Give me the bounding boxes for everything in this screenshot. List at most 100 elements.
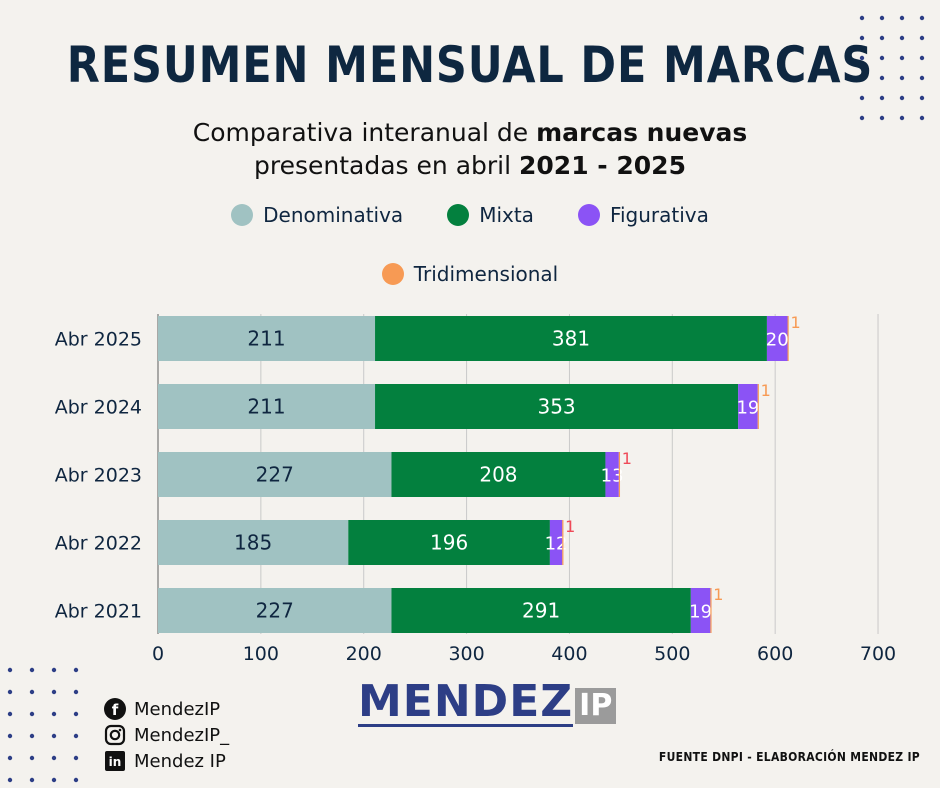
y-category-label: Abr 2025 [55,329,142,351]
x-tick-label: 200 [346,643,382,665]
social-label: Mendez IP [134,750,226,772]
bar-segment-figurativa [549,520,563,565]
bar-segment-figurativa [605,452,619,497]
data-label: 13 [601,466,624,487]
decor-dot [919,115,925,121]
data-label: 227 [256,599,294,623]
social-facebook[interactable]: f MendezIP [104,698,220,720]
x-tick-label: 500 [654,643,690,665]
x-tick-label: 600 [757,643,793,665]
decor-dot [919,35,925,41]
decor-dot [7,667,13,673]
legend-item-tridimensional: Tridimensional [381,262,559,286]
subtitle-text: Comparativa interanual de [192,118,537,147]
subtitle-text: presentadas en abril [254,151,520,180]
decor-dot [7,689,13,695]
x-tick-label: 700 [860,643,896,665]
x-tick-label: 100 [243,643,279,665]
data-label: 19 [689,602,712,623]
decor-dot [7,733,13,739]
legend-swatch [231,204,254,226]
decor-dot [73,667,79,673]
decor-dot [899,95,905,101]
bar-segment-mixta [391,452,606,497]
data-label: 353 [537,395,575,419]
legend-swatch [447,204,470,226]
decor-dot [73,733,79,739]
legend-item-mixta: Mixta [447,203,534,227]
bar-segment-denominativa [158,316,376,361]
bar-segment-figurativa [738,384,758,429]
data-label: 208 [479,463,517,487]
subtitle-line-1: Comparativa interanual de marcas nuevas [0,118,940,147]
bar-segment-mixta [375,316,767,361]
decor-dot [879,35,885,41]
decor-dot [51,667,57,673]
bar-segment-denominativa [158,384,376,429]
decor-dot [73,689,79,695]
y-category-label: Abr 2024 [55,397,142,419]
subtitle-line-2: presentadas en abril 2021 - 2025 [0,151,940,180]
legend-label: Mixta [479,203,534,227]
bar-segment-mixta [375,384,739,429]
decor-dot [919,95,925,101]
y-category-label: Abr 2023 [55,465,142,487]
legend-label: Denominativa [263,203,404,227]
decor-dot [7,711,13,717]
decor-dot [919,75,925,81]
decor-dot [73,777,79,783]
decor-dot [859,15,865,21]
decor-dot [29,755,35,761]
data-label: 12 [545,534,568,555]
data-label: 381 [552,327,590,351]
bar-segment-mixta [348,520,550,565]
bar-segment-tridimensional [562,520,564,565]
data-label: 20 [766,330,789,351]
decor-dot [899,115,905,121]
bar-segment-tridimensional [618,452,621,497]
legend-row-2: Tridimensional [0,262,940,286]
legend-row-1: Denominativa Mixta Figurativa [0,203,940,227]
decor-dot [51,711,57,717]
decor-dot [899,35,905,41]
legend-swatch [381,263,404,285]
data-label: 227 [256,463,294,487]
decorative-dots-top-right [859,15,925,121]
data-label-tridimensional: 1 [761,381,771,400]
social-instagram[interactable]: MendezIP_ [104,724,229,746]
data-label: 291 [522,599,560,623]
social-label: MendezIP [134,698,221,720]
data-label: 211 [247,395,285,419]
decor-dot [7,777,13,783]
decor-dot [73,711,79,717]
decor-dot [73,755,79,761]
bar-segment-denominativa [158,452,392,497]
page-title: RESUMEN MENSUAL DE MARCAS [66,36,874,94]
x-tick-label: 300 [448,643,484,665]
subtitle-years: 2021 - 2025 [519,151,686,180]
data-label: 19 [736,398,759,419]
y-category-label: Abr 2021 [55,601,142,623]
source-note: FUENTE DNPI - ELABORACIÓN MENDEZ IP [658,750,920,764]
social-label: MendezIP_ [134,724,230,746]
bar-segment-figurativa [766,316,788,361]
legend-item-denominativa: Denominativa [231,203,403,227]
bar-segment-mixta [391,588,691,633]
y-category-label: Abr 2022 [55,533,142,555]
decorative-dots-bottom-left [7,667,79,783]
decor-dot [7,755,13,761]
decor-dot [919,55,925,61]
bar-segment-tridimensional [710,588,712,633]
social-linkedin[interactable]: in Mendez IP [104,750,226,772]
decor-dot [879,15,885,21]
data-label: 185 [234,531,272,555]
subtitle-bold: marcas nuevas [536,118,748,147]
decor-dot [859,115,865,121]
legend-label: Tridimensional [413,262,559,286]
decor-dot [859,75,865,81]
decor-dot [51,755,57,761]
data-label-tridimensional: 1 [790,313,800,332]
data-label-tridimensional: 1 [565,517,575,536]
decor-dot [879,55,885,61]
